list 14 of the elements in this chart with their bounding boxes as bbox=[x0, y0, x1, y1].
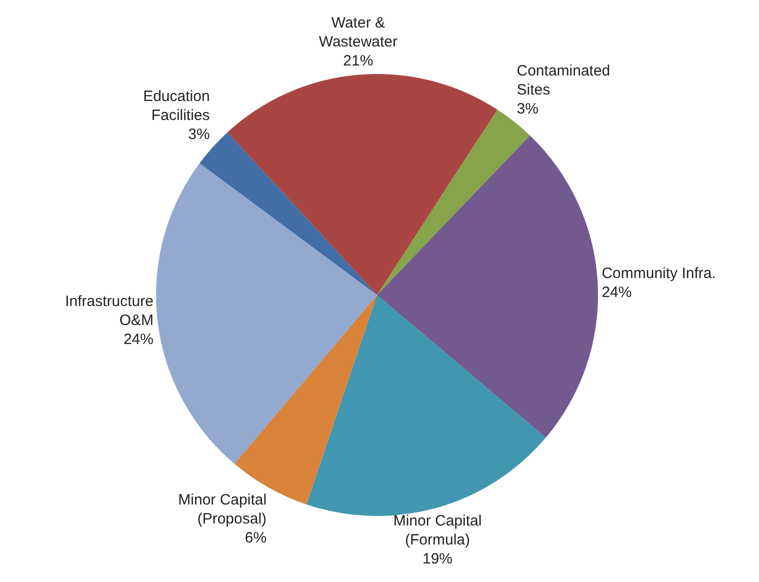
data-label: 3% bbox=[516, 100, 538, 118]
slice-label: Education Facilities bbox=[143, 88, 210, 124]
slice-label: Minor Capital (Proposal) bbox=[178, 492, 267, 528]
slice-label: Water & Wastewater bbox=[318, 14, 398, 50]
slice-label: Infrastructure O&M bbox=[65, 293, 154, 329]
data-label: 24% bbox=[602, 284, 632, 301]
slice-label: Contaminated Sites bbox=[516, 62, 610, 98]
data-label: 24% bbox=[123, 331, 154, 348]
data-label: 19% bbox=[422, 550, 453, 568]
data-label: 3% bbox=[188, 126, 210, 144]
data-label: 21% bbox=[343, 52, 374, 70]
data-label: 6% bbox=[244, 530, 267, 547]
slice-label: Community Infra. bbox=[602, 264, 716, 282]
slice-label: Minor Capital (Formula) bbox=[393, 512, 482, 548]
